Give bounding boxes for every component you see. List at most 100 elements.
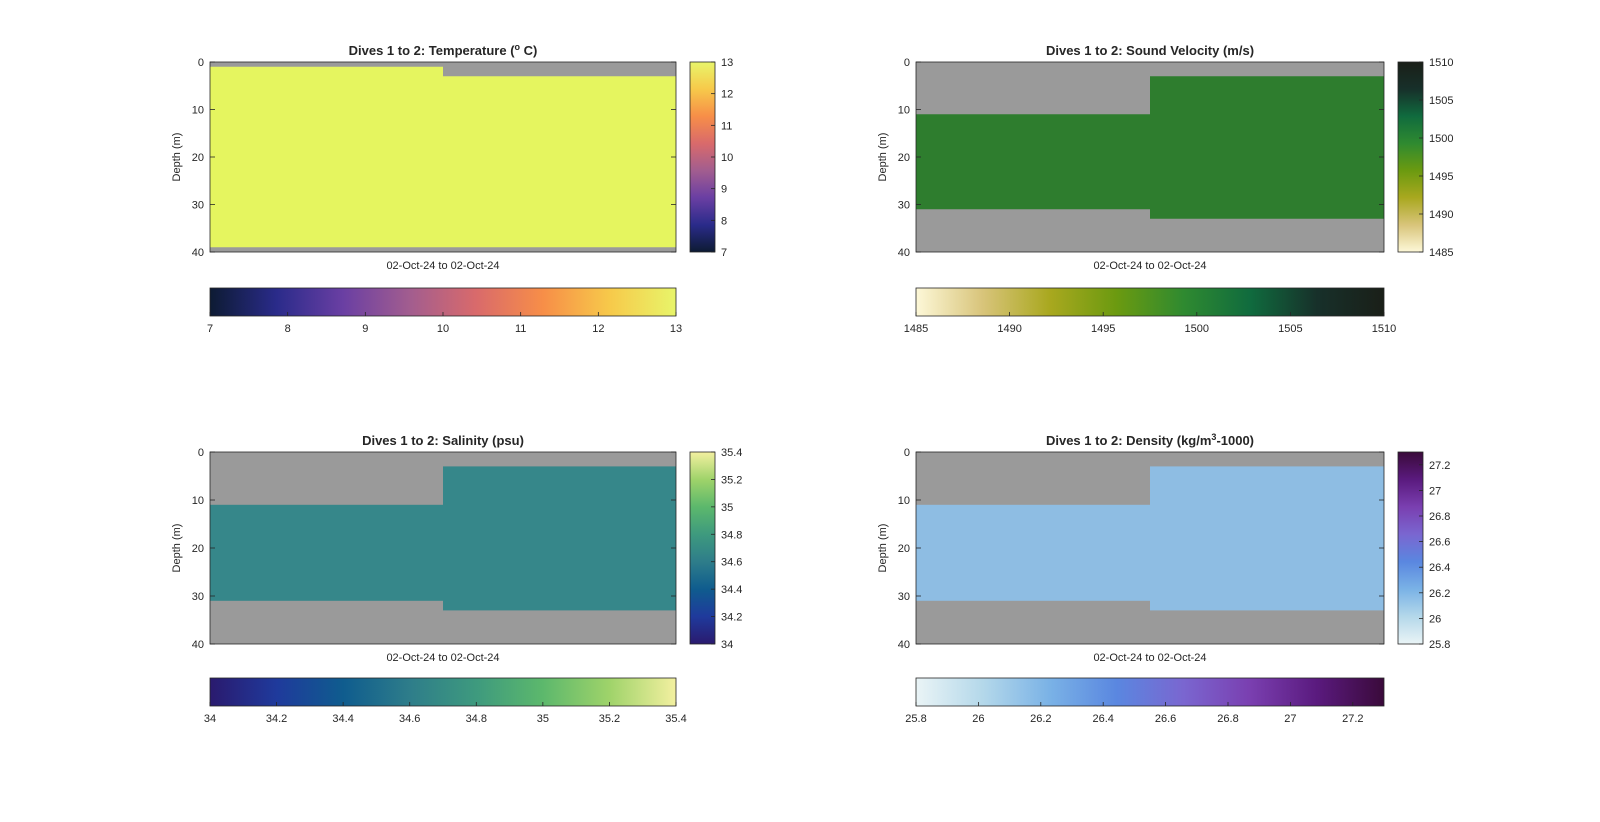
y-tick-label: 30 xyxy=(898,200,910,212)
y-axis-label: Depth (m) xyxy=(171,524,183,573)
y-tick-label: 10 xyxy=(192,495,204,507)
x-axis-label: 02-Oct-24 to 02-Oct-24 xyxy=(386,260,499,272)
colorbar-h-tick-label: 13 xyxy=(670,323,682,335)
dive-1-column xyxy=(916,114,1150,210)
x-axis-label: 02-Oct-24 to 02-Oct-24 xyxy=(386,652,499,664)
y-tick-label: 40 xyxy=(192,639,204,651)
y-tick-label: 20 xyxy=(898,543,910,555)
colorbar-tick-label: 1500 xyxy=(1429,133,1453,145)
colorbar-h-tick-label: 1510 xyxy=(1372,323,1396,335)
y-tick-label: 20 xyxy=(898,152,910,164)
colorbar-tick-label: 26.8 xyxy=(1429,511,1450,523)
y-tick-label: 10 xyxy=(898,495,910,507)
colorbar-h-tick-label: 8 xyxy=(285,323,291,335)
colorbar-tick-label: 34.8 xyxy=(721,529,742,541)
colorbar-tick-label: 26.2 xyxy=(1429,588,1450,600)
colorbar-h-tick-label: 34.2 xyxy=(266,713,287,725)
colorbar-h-tick-label: 35.4 xyxy=(665,713,686,725)
colorbar-tick-label: 27.2 xyxy=(1429,460,1450,472)
colorbar-h-tick-label: 26.6 xyxy=(1155,713,1176,725)
dive-2-column xyxy=(443,466,676,611)
chart-panel-2: 0 10 20 30 40 Depth (m) 02-Oct-24 to 02-Oct-24… xyxy=(877,43,1453,335)
colorbar-tick-label: 35 xyxy=(721,502,733,514)
y-tick-label: 10 xyxy=(192,105,204,117)
y-tick-label: 30 xyxy=(898,591,910,603)
y-tick-label: 40 xyxy=(898,247,910,259)
colorbar-horizontal xyxy=(915,677,1385,707)
colorbar-tick-label: 34.4 xyxy=(721,584,742,596)
colorbar-h-tick-label: 34.4 xyxy=(332,713,353,725)
colorbar-h-tick-label: 10 xyxy=(437,323,449,335)
colorbar-tick-label: 11 xyxy=(721,120,732,132)
chart-title: Dives 1 to 2: Salinity (psu) xyxy=(362,433,524,448)
colorbar-h-tick-label: 9 xyxy=(362,323,368,335)
colorbar-h-tick-label: 1500 xyxy=(1185,323,1209,335)
colorbar-horizontal xyxy=(915,287,1385,317)
y-tick-label: 40 xyxy=(192,247,204,259)
colorbar-tick-label: 25.8 xyxy=(1429,639,1450,651)
colorbar-h-tick-label: 11 xyxy=(515,323,526,335)
colorbar-tick-label: 1485 xyxy=(1429,247,1453,259)
colorbar-h-tick-label: 35.2 xyxy=(599,713,620,725)
chart-title: Dives 1 to 2: Sound Velocity (m/s) xyxy=(1046,43,1254,58)
colorbar-vertical xyxy=(1397,61,1424,253)
dive-1-column xyxy=(210,504,443,601)
colorbar-h-tick-label: 1495 xyxy=(1091,323,1115,335)
y-tick-label: 0 xyxy=(198,57,204,69)
colorbar-h-tick-label: 34.8 xyxy=(466,713,487,725)
y-tick-label: 20 xyxy=(192,152,204,164)
colorbar-tick-label: 12 xyxy=(721,89,733,101)
colorbar-h-tick-label: 12 xyxy=(592,323,604,335)
colorbar-tick-label: 1490 xyxy=(1429,209,1453,221)
colorbar-h-tick-label: 27 xyxy=(1284,713,1296,725)
colorbar-tick-label: 10 xyxy=(721,152,733,164)
colorbar-h-tick-label: 26 xyxy=(972,713,984,725)
colorbar-vertical xyxy=(1397,451,1424,645)
colorbar-tick-label: 26.4 xyxy=(1429,562,1450,574)
colorbar-h-tick-label: 25.8 xyxy=(905,713,926,725)
dive-1-column xyxy=(916,504,1150,601)
colorbar-h-tick-label: 34.6 xyxy=(399,713,420,725)
colorbar-tick-label: 1510 xyxy=(1429,57,1453,69)
colorbar-tick-label: 13 xyxy=(721,57,733,69)
colorbar-h-tick-label: 1485 xyxy=(904,323,928,335)
y-axis-label: Depth (m) xyxy=(877,133,889,182)
colorbar-vertical xyxy=(689,61,716,253)
colorbar-horizontal xyxy=(209,287,677,317)
chart-panel-3: 0 10 20 30 40 Depth (m) 02-Oct-24 to 02-Oct-24… xyxy=(171,433,742,725)
chart-title: Dives 1 to 2: Temperature (o C) xyxy=(349,42,538,58)
colorbar-h-tick-label: 1505 xyxy=(1278,323,1302,335)
colorbar-h-tick-label: 7 xyxy=(207,323,213,335)
y-tick-label: 0 xyxy=(198,447,204,459)
colorbar-h-tick-label: 26.4 xyxy=(1092,713,1113,725)
dive-2-column xyxy=(443,76,676,248)
chart-panel-4: 0 10 20 30 40 Depth (m) 02-Oct-24 to 02-Oct-24… xyxy=(877,432,1450,725)
y-tick-label: 10 xyxy=(898,105,910,117)
colorbar-tick-label: 35.2 xyxy=(721,474,742,486)
y-tick-label: 20 xyxy=(192,543,204,555)
dive-2-column xyxy=(1150,466,1384,611)
dive-1-column xyxy=(210,66,443,248)
x-axis-label: 02-Oct-24 to 02-Oct-24 xyxy=(1093,652,1206,664)
y-axis-label: Depth (m) xyxy=(877,524,889,573)
colorbar-tick-label: 34.2 xyxy=(721,612,742,624)
y-tick-label: 0 xyxy=(904,447,910,459)
y-tick-label: 40 xyxy=(898,639,910,651)
y-tick-label: 30 xyxy=(192,200,204,212)
colorbar-tick-label: 26.6 xyxy=(1429,537,1450,549)
colorbar-tick-label: 27 xyxy=(1429,485,1441,497)
colorbar-vertical xyxy=(689,451,716,645)
colorbar-tick-label: 1495 xyxy=(1429,171,1453,183)
colorbar-tick-label: 1505 xyxy=(1429,95,1453,107)
colorbar-tick-label: 34 xyxy=(721,639,733,651)
colorbar-h-tick-label: 26.8 xyxy=(1217,713,1238,725)
y-tick-label: 30 xyxy=(192,591,204,603)
y-tick-label: 0 xyxy=(904,57,910,69)
colorbar-h-tick-label: 27.2 xyxy=(1342,713,1363,725)
colorbar-tick-label: 34.6 xyxy=(721,557,742,569)
chart-title: Dives 1 to 2: Density (kg/m3-1000) xyxy=(1046,432,1254,448)
colorbar-horizontal xyxy=(209,677,677,707)
colorbar-h-tick-label: 1490 xyxy=(997,323,1021,335)
chart-panel-1: 0 10 20 30 40 Depth (m) 02-Oct-24 to 02-Oct-24… xyxy=(171,42,733,335)
colorbar-tick-label: 7 xyxy=(721,247,727,259)
